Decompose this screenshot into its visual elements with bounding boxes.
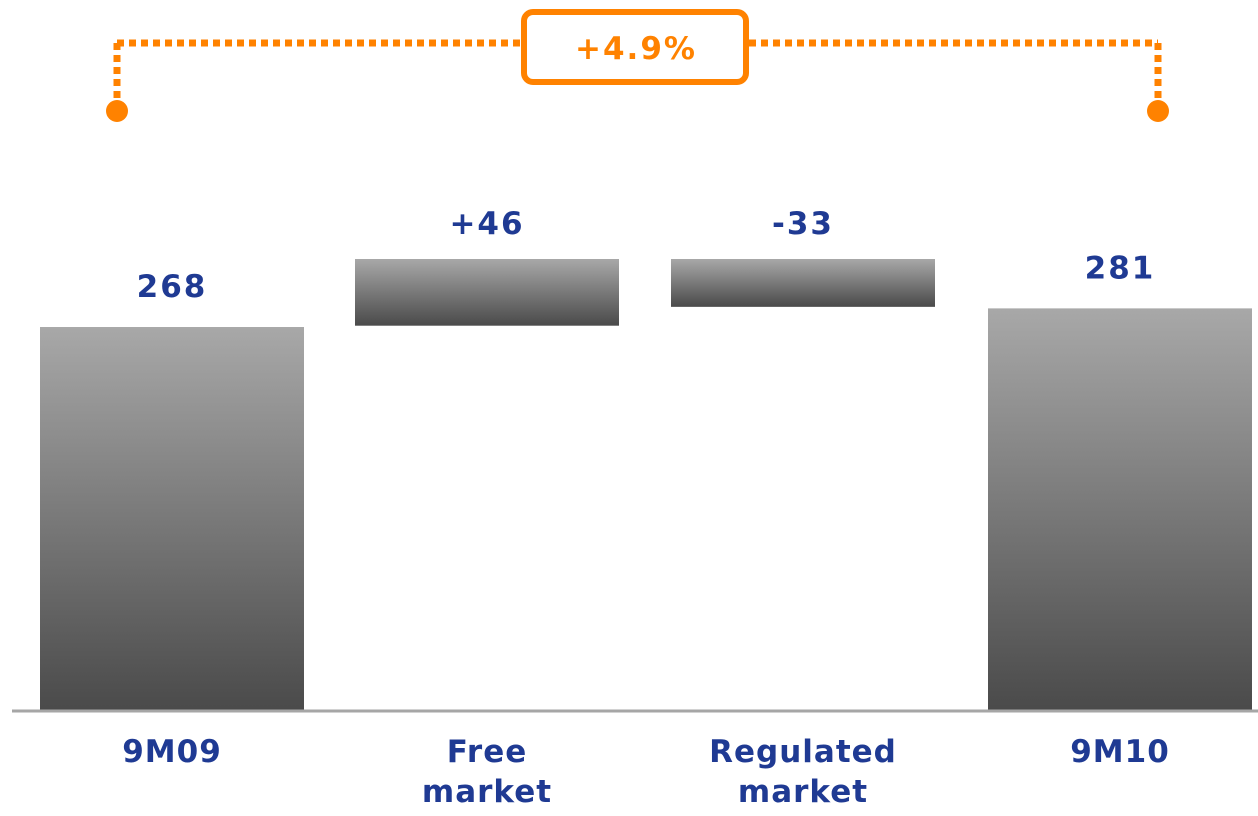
category-label-1-1: market [422, 774, 552, 810]
growth-badge [521, 9, 749, 85]
bar-0 [40, 327, 304, 711]
value-label-3: 281 [1085, 250, 1156, 286]
bar-1 [355, 259, 619, 326]
bar-3 [988, 308, 1252, 711]
value-label-2: -33 [772, 206, 834, 242]
growth-label: +4.9% [575, 31, 697, 67]
bars [40, 259, 1252, 711]
category-label-3-0: 9M10 [1070, 734, 1170, 770]
value-label-0: 268 [137, 269, 208, 305]
value-label-1: +46 [449, 206, 524, 242]
bracket-right-dot [1147, 100, 1169, 122]
bar-2 [671, 259, 935, 307]
growth-bracket: +4.9% [106, 9, 1169, 122]
bracket-left-dot [106, 100, 128, 122]
category-labels: 9M09 Free market Regulated market 9M10 [122, 734, 1170, 810]
category-label-2-1: market [738, 774, 868, 810]
value-labels: 268 +46 -33 281 [137, 206, 1156, 305]
category-label-2-0: Regulated [709, 734, 897, 770]
category-label-1-0: Free [447, 734, 528, 770]
category-label-0-0: 9M09 [122, 734, 222, 770]
